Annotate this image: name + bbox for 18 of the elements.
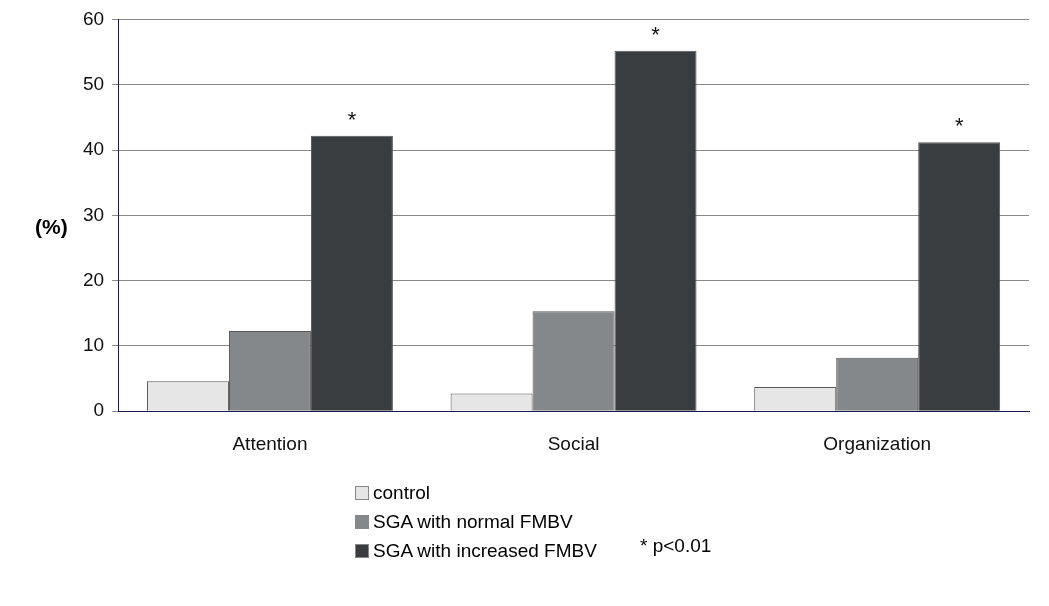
y-tick-label: 30 [82,203,105,225]
y-tick-label: 50 [82,72,105,94]
annotation: * [651,21,661,47]
legend-label: SGA with increased FMBV [373,539,597,563]
annotation: * [347,106,357,132]
x-tick-label: Attention [232,432,308,454]
annotation: * [954,113,964,139]
y-tick-label: 40 [82,138,105,160]
y-tick-label: 0 [93,399,105,421]
x-tick-label: Organization [823,432,932,454]
legend-label: SGA with normal FMBV [373,510,573,534]
x-tick-label: Social [547,432,600,454]
y-tick-label: 10 [82,334,105,356]
y-axis-title: (%) [35,215,68,239]
legend-label: control [373,481,431,505]
y-tick-label: 60 [82,7,105,29]
text: * p<0.01 [640,535,712,557]
y-tick-label: 20 [82,268,105,290]
